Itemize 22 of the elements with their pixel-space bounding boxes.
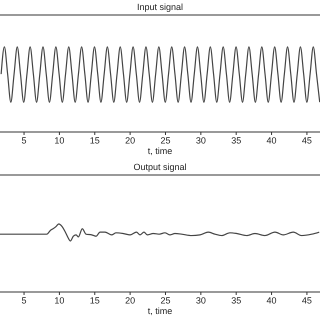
x-tick-label: 5 [22,135,27,146]
x-tick-label: 25 [160,135,170,146]
x-tick-label: 30 [196,135,206,146]
x-tick-label: 15 [90,295,100,306]
x-tick-label: 35 [231,295,242,306]
x-tick-label: 45 [302,135,312,146]
x-tick-label: 25 [160,295,170,306]
x-tick-label: 10 [54,135,64,146]
x-tick-label: 15 [90,135,100,146]
x-tick-label: 20 [125,295,136,306]
x-tick-label: 40 [266,295,277,306]
x-axis-title: t, time [146,306,174,317]
chart-title: Input signal [136,2,184,12]
x-tick-label: 45 [302,295,312,306]
x-tick-label: 40 [266,135,277,146]
chart-title: Output signal [132,162,188,172]
x-tick-label: 35 [231,135,242,146]
x-tick-label: 5 [22,295,27,306]
x-axis-title: t, time [146,146,174,157]
x-tick-label: 20 [125,135,136,146]
x-tick-label: 10 [54,295,64,306]
x-tick-label: 30 [196,295,206,306]
